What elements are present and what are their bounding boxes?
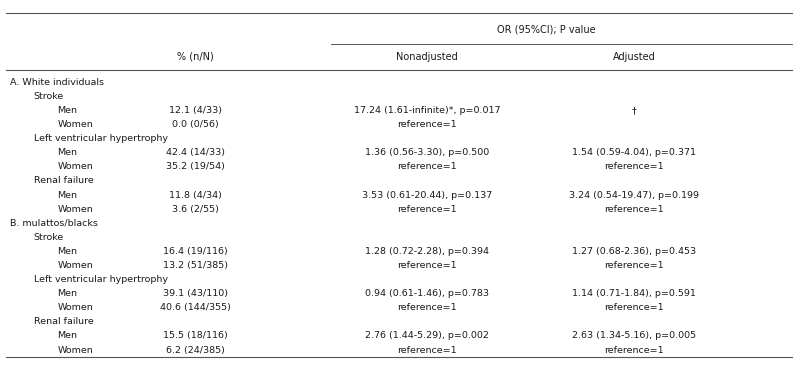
Text: Adjusted: Adjusted bbox=[613, 52, 656, 62]
Text: reference=1: reference=1 bbox=[605, 303, 664, 312]
Text: 13.2 (51/385): 13.2 (51/385) bbox=[163, 261, 228, 270]
Text: 40.6 (144/355): 40.6 (144/355) bbox=[160, 303, 231, 312]
Text: 3.6 (2/55): 3.6 (2/55) bbox=[172, 205, 219, 214]
Text: Men: Men bbox=[57, 191, 77, 199]
Text: 16.4 (19/116): 16.4 (19/116) bbox=[163, 247, 228, 256]
Text: Renal failure: Renal failure bbox=[34, 176, 93, 186]
Text: 15.5 (18/116): 15.5 (18/116) bbox=[163, 332, 228, 340]
Text: 6.2 (24/385): 6.2 (24/385) bbox=[166, 346, 225, 355]
Text: 1.27 (0.68-2.36), p=0.453: 1.27 (0.68-2.36), p=0.453 bbox=[572, 247, 697, 256]
Text: 2.76 (1.44-5.29), p=0.002: 2.76 (1.44-5.29), p=0.002 bbox=[365, 332, 489, 340]
Text: reference=1: reference=1 bbox=[605, 163, 664, 171]
Text: Stroke: Stroke bbox=[34, 233, 64, 242]
Text: Men: Men bbox=[57, 289, 77, 298]
Text: 12.1 (4/33): 12.1 (4/33) bbox=[169, 106, 222, 115]
Text: Men: Men bbox=[57, 247, 77, 256]
Text: reference=1: reference=1 bbox=[397, 261, 456, 270]
Text: reference=1: reference=1 bbox=[605, 346, 664, 355]
Text: reference=1: reference=1 bbox=[397, 346, 456, 355]
Text: 0.94 (0.61-1.46), p=0.783: 0.94 (0.61-1.46), p=0.783 bbox=[365, 289, 489, 298]
Text: B. mulattos/blacks: B. mulattos/blacks bbox=[10, 219, 97, 228]
Text: 1.14 (0.71-1.84), p=0.591: 1.14 (0.71-1.84), p=0.591 bbox=[572, 289, 697, 298]
Text: 3.53 (0.61-20.44), p=0.137: 3.53 (0.61-20.44), p=0.137 bbox=[361, 191, 492, 199]
Text: Women: Women bbox=[57, 163, 93, 171]
Text: 17.24 (1.61-infinite)*, p=0.017: 17.24 (1.61-infinite)*, p=0.017 bbox=[354, 106, 500, 115]
Text: Stroke: Stroke bbox=[34, 92, 64, 101]
Text: % (n/N): % (n/N) bbox=[177, 52, 214, 62]
Text: 0.0 (0/56): 0.0 (0/56) bbox=[172, 120, 219, 129]
Text: reference=1: reference=1 bbox=[605, 261, 664, 270]
Text: Left ventricular hypertrophy: Left ventricular hypertrophy bbox=[34, 134, 168, 143]
Text: 1.54 (0.59-4.04), p=0.371: 1.54 (0.59-4.04), p=0.371 bbox=[572, 148, 697, 157]
Text: reference=1: reference=1 bbox=[397, 205, 456, 214]
Text: Men: Men bbox=[57, 332, 77, 340]
Text: Nonadjusted: Nonadjusted bbox=[396, 52, 458, 62]
Text: reference=1: reference=1 bbox=[605, 205, 664, 214]
Text: 42.4 (14/33): 42.4 (14/33) bbox=[166, 148, 225, 157]
Text: 1.28 (0.72-2.28), p=0.394: 1.28 (0.72-2.28), p=0.394 bbox=[365, 247, 489, 256]
Text: 1.36 (0.56-3.30), p=0.500: 1.36 (0.56-3.30), p=0.500 bbox=[365, 148, 489, 157]
Text: reference=1: reference=1 bbox=[397, 120, 456, 129]
Text: Renal failure: Renal failure bbox=[34, 317, 93, 326]
Text: reference=1: reference=1 bbox=[397, 163, 456, 171]
Text: 2.63 (1.34-5.16), p=0.005: 2.63 (1.34-5.16), p=0.005 bbox=[572, 332, 697, 340]
Text: Men: Men bbox=[57, 106, 77, 115]
Text: Women: Women bbox=[57, 120, 93, 129]
Text: Women: Women bbox=[57, 261, 93, 270]
Text: Women: Women bbox=[57, 346, 93, 355]
Text: 11.8 (4/34): 11.8 (4/34) bbox=[169, 191, 222, 199]
Text: Women: Women bbox=[57, 205, 93, 214]
Text: Men: Men bbox=[57, 148, 77, 157]
Text: OR (95%CI); P value: OR (95%CI); P value bbox=[497, 24, 596, 34]
Text: A. White individuals: A. White individuals bbox=[10, 78, 104, 87]
Text: 35.2 (19/54): 35.2 (19/54) bbox=[166, 163, 225, 171]
Text: 39.1 (43/110): 39.1 (43/110) bbox=[163, 289, 228, 298]
Text: 3.24 (0.54-19.47), p=0.199: 3.24 (0.54-19.47), p=0.199 bbox=[570, 191, 699, 199]
Text: reference=1: reference=1 bbox=[397, 303, 456, 312]
Text: Women: Women bbox=[57, 303, 93, 312]
Text: Left ventricular hypertrophy: Left ventricular hypertrophy bbox=[34, 275, 168, 284]
Text: †: † bbox=[632, 106, 637, 115]
